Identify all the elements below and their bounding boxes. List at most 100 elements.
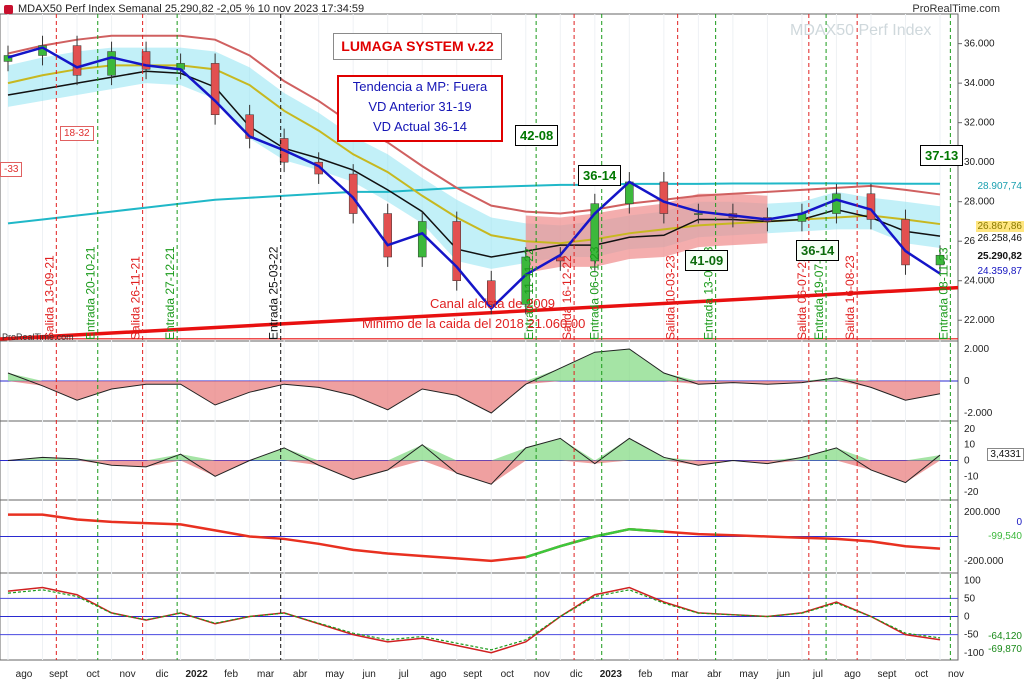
x-tick-label: dic [155,669,169,680]
signal-label: Salida 06-07-23 [795,255,809,340]
vd-current-line: VD Actual 36-14 [373,119,467,134]
candle-body [72,45,82,76]
x-tick-label: nov [947,669,965,680]
channel-annotation: Canal alcista de 2009 [430,296,556,311]
brand-label[interactable]: ProRealTime.com [912,3,1000,15]
price-tick-label: 28.000 [964,197,995,208]
candle-body [866,193,876,220]
p4-zero-label: 0 [1016,517,1022,528]
price-tick-label: 30.000 [964,157,995,168]
minimum-annotation: Minimo de la caida del 2018 21.060,00 [362,316,586,331]
x-tick-label: nov [119,669,136,680]
osc-tick-label: 10 [964,440,976,451]
osc-tick-label: 100 [964,575,981,586]
candle-body [935,254,945,266]
x-tick-label: feb [638,669,653,680]
price-tick-label: 34.000 [964,78,995,89]
stoch-signal-line [7,589,941,651]
price-label-ema: 24.359,87 [975,266,1024,277]
x-tick-label: ago [15,669,33,680]
ma-red-line [7,34,941,215]
trend-line-red [8,513,941,563]
candle-body [417,221,427,258]
x-tick-label: may [739,669,759,680]
osc-tick-label: 50 [964,593,976,604]
osc-line [7,437,941,485]
score-tag: 18-32 [60,126,94,141]
osc-fill-positive [8,438,940,461]
signal-label: Salida 16-12-22 [560,255,574,340]
candle-body [556,256,565,262]
x-tick-label: ago [844,669,861,680]
score-tag: 36-14 [578,165,622,186]
signal-label: Salida 16-08-23 [843,255,857,340]
x-tick-label: abr [707,669,722,680]
score-tag: 37-13 [920,145,964,166]
x-tick-label: sept [463,669,483,680]
signal-label: Entrada 25-03-22 [267,246,281,340]
candle-body [521,256,531,305]
osc-tick-label: 0 [964,456,970,467]
osc-tick-label: -20 [964,487,979,498]
x-tick-label: oct [86,669,100,680]
x-tick-label: abr [292,669,308,680]
price-tick-label: 22.000 [964,315,995,326]
x-tick-label: sept [49,669,68,680]
osc-fill-positive [8,349,940,381]
x-tick-label: ago [429,669,447,680]
stoch-line [7,586,941,654]
price-tick-label: 24.000 [964,276,995,287]
ma-black-line [7,70,941,258]
osc-fill-negative [8,381,940,413]
price-label-ma-cyan: 28.907,74 [975,181,1024,192]
osc-tick-label: 0 [964,376,970,387]
candle-body [245,114,254,139]
channel-line [0,285,959,341]
score-tag: 41-09 [685,250,729,271]
signal-label: Entrada 08-11-23 [936,247,950,340]
vd-prev-line: VD Anterior 31-19 [368,99,472,114]
x-tick-label: mar [257,669,275,680]
osc-tick-label: -100 [964,648,984,659]
p5-value-b: -69,870 [988,644,1022,655]
signal-label: Entrada 11-11-22 [522,248,536,340]
osc-tick-label: 0 [964,612,970,623]
p5-value-a: -64,120 [988,631,1022,642]
osc-tick-label: -200.000 [964,556,1004,567]
candle-body [694,213,703,215]
price-label-ma-olive: 26.867,86 [975,221,1024,232]
x-tick-label: 2023 [599,669,622,680]
x-tick-label: dic [569,669,583,680]
candle-body [210,63,220,116]
chart-header: MDAX50 Perf Index Semanal 25.290,82 -2,0… [18,3,365,15]
price-tick-label: 32.000 [964,118,995,129]
signal-label: Salida 26-11-21 [129,256,143,340]
candle-body [659,181,669,214]
ema-fast-line [7,46,941,311]
candle-body [590,203,600,262]
osc-tick-label: 2.000 [964,344,989,355]
price-tick-label: 36.000 [964,39,995,50]
signal-label: Entrada 19-07-23 [812,246,826,340]
x-tick-label: 2022 [185,669,208,680]
price-label-ma-black: 26.258,46 [975,233,1024,244]
x-tick-label: oct [914,669,929,680]
osc-tick-label: 20 [964,424,976,435]
x-tick-label: feb [224,669,239,680]
candle-body [3,55,13,62]
candle-body [452,221,461,281]
system-title-box: LUMAGA SYSTEM v.22 [333,33,502,60]
score-tag: -33 [0,162,23,177]
score-tag: 36-14 [796,240,840,261]
osc-tick-label: -10 [964,471,979,482]
signal-label: Entrada 06-01-23 [588,246,602,340]
trend-line: Tendencia a MP: Fuera [352,79,488,94]
p4-value-label: -99,540 [988,531,1022,542]
x-tick-label: jul [398,669,409,680]
panel-credit: ProRealTime.com [2,332,74,342]
instrument-icon [4,5,13,14]
score-tag: 42-08 [515,125,559,146]
osc-line [7,348,941,414]
osc-tick-label: -50 [964,630,979,641]
